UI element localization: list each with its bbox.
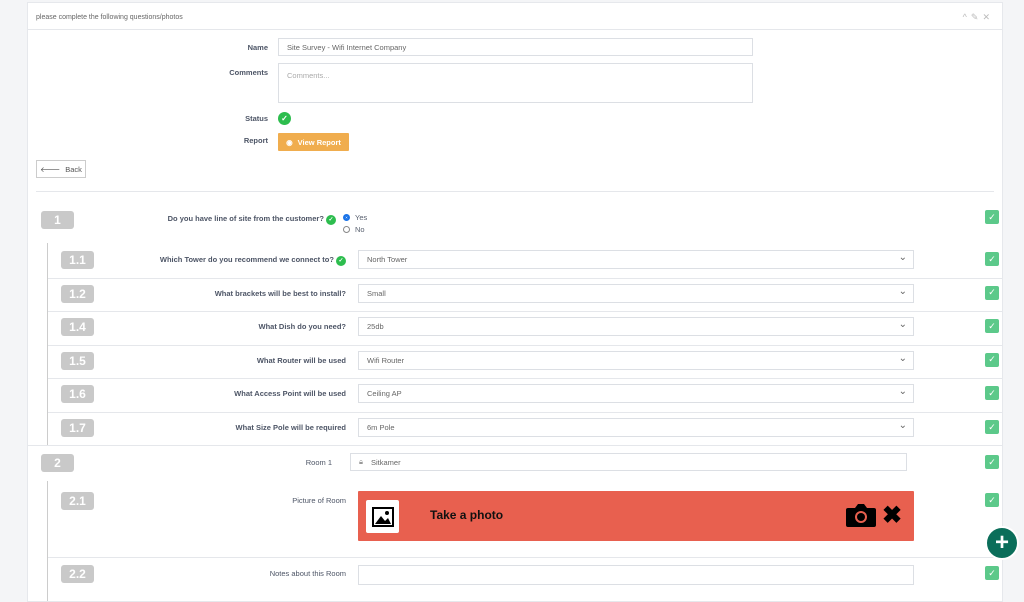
camera-icon[interactable] bbox=[845, 501, 877, 534]
answer-select[interactable]: Ceiling AP bbox=[358, 384, 914, 404]
answer-select[interactable]: 25db bbox=[358, 317, 914, 337]
clear-photo-icon[interactable]: ✖ bbox=[882, 502, 903, 529]
name-input[interactable]: Site Survey - Wifi Internet Company bbox=[278, 38, 753, 56]
comments-label: Comments bbox=[229, 68, 268, 77]
answered-check-icon: ✓ bbox=[985, 352, 999, 367]
check-circle-icon: ✓ bbox=[336, 255, 346, 266]
panel-tools: ^✎✕ bbox=[963, 12, 994, 23]
notes-input[interactable] bbox=[358, 565, 914, 585]
answered-check-icon: ✓ bbox=[985, 252, 999, 266]
wrench-icon[interactable]: ✎ bbox=[970, 12, 983, 22]
question-number: 2 bbox=[41, 454, 74, 472]
picture-label: Picture of Room bbox=[292, 496, 346, 505]
question-label: What Router will be used bbox=[256, 355, 346, 365]
image-icon bbox=[366, 500, 399, 533]
answered-check-icon: ✓ bbox=[985, 566, 999, 580]
answered-check-icon: ✓ bbox=[985, 420, 999, 434]
take-photo-button[interactable]: Take a photo ✖ bbox=[358, 491, 914, 541]
check-circle-icon: ✓ bbox=[326, 214, 336, 225]
arrow-left-icon: 🡐 bbox=[40, 164, 61, 174]
question-number: 1.4 bbox=[61, 318, 94, 337]
answered-check-icon: ✓ bbox=[985, 455, 999, 469]
question-number: 1.2 bbox=[61, 284, 94, 303]
answered-check-icon: ✓ bbox=[985, 210, 999, 224]
question-label: What Dish do you need? bbox=[258, 322, 347, 332]
question-label: What Access Point will be used bbox=[234, 389, 346, 399]
answered-check-icon: ✓ bbox=[985, 493, 999, 507]
view-report-button[interactable]: ◉ View Report bbox=[278, 133, 349, 151]
answered-check-icon: ✓ bbox=[985, 319, 999, 334]
radio-yes[interactable]: Yes bbox=[343, 213, 367, 222]
comments-textarea[interactable]: Comments... bbox=[278, 63, 753, 103]
question-label: What brackets will be best to install? bbox=[214, 288, 346, 298]
answer-select[interactable]: 6m Pole bbox=[358, 418, 914, 437]
room-label: Room 1 bbox=[305, 458, 332, 467]
eye-icon: ◉ bbox=[286, 137, 293, 147]
answered-check-icon: ✓ bbox=[985, 386, 999, 401]
survey-panel: please complete the following questions/… bbox=[27, 2, 1003, 602]
report-label: Report bbox=[243, 136, 268, 145]
answer-select[interactable]: Small bbox=[358, 283, 914, 303]
status-check-icon: ✓ bbox=[278, 112, 291, 125]
question-number: 1.5 bbox=[61, 351, 94, 370]
notes-label: Notes about this Room bbox=[269, 569, 346, 578]
question-number: 1 bbox=[41, 211, 74, 229]
question-number: 1.1 bbox=[61, 251, 94, 269]
question-label: Which Tower do you recommend we connect … bbox=[128, 255, 346, 266]
question-number: 2.2 bbox=[61, 565, 94, 583]
answer-select[interactable]: North Tower bbox=[358, 250, 914, 269]
question-number: 1.7 bbox=[61, 419, 94, 437]
take-photo-text: Take a photo bbox=[430, 508, 504, 522]
question-number: 2.1 bbox=[61, 492, 94, 510]
name-label: Name bbox=[247, 43, 268, 52]
question-label: What Size Pole will be required bbox=[235, 423, 346, 432]
status-label: Status bbox=[245, 114, 268, 123]
panel-title: please complete the following questions/… bbox=[36, 14, 183, 21]
answered-check-icon: ✓ bbox=[985, 285, 999, 300]
lock-icon: 🔒︎ bbox=[359, 457, 363, 466]
radio-no[interactable]: No bbox=[343, 225, 365, 234]
back-button[interactable]: 🡐 Back bbox=[36, 160, 86, 178]
add-button[interactable]: + bbox=[985, 526, 1019, 560]
close-icon[interactable]: ✕ bbox=[982, 12, 994, 22]
question-label: Do you have line of site from the custom… bbox=[128, 214, 336, 225]
room-input[interactable]: 🔒︎ Sitkamer bbox=[350, 453, 907, 471]
answer-select[interactable]: Wifi Router bbox=[358, 350, 914, 370]
question-number: 1.6 bbox=[61, 385, 94, 404]
chevron-up-icon[interactable]: ^ bbox=[962, 12, 971, 22]
